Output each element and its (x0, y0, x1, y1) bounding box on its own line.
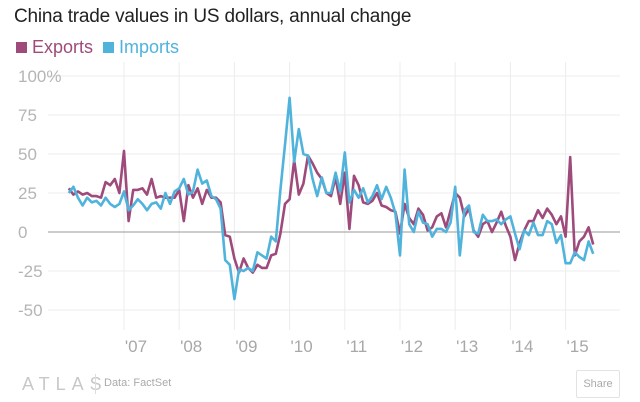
y-tick-label: 100% (18, 67, 61, 86)
y-tick-label: 25 (18, 184, 37, 203)
y-tick-label: 75 (18, 106, 37, 125)
y-tick-label: 50 (18, 145, 37, 164)
x-tick-label: '11 (346, 337, 367, 356)
y-tick-label: 0 (18, 223, 27, 242)
x-tick-label: '15 (567, 337, 589, 356)
y-tick-label: -50 (18, 301, 43, 320)
imports-swatch (103, 42, 115, 53)
chart-title: China trade values in US dollars, annual… (14, 6, 412, 27)
footer: ATLAS Data: FactSet Share (0, 366, 640, 402)
y-tick-label: -25 (18, 262, 43, 281)
series-line-imports (67, 96, 595, 301)
atlas-logo: ATLAS (22, 374, 108, 394)
exports-swatch (16, 42, 27, 53)
share-button[interactable]: Share (576, 370, 620, 398)
data-source: Data: FactSet (104, 377, 172, 389)
x-tick-label: '12 (401, 337, 423, 356)
x-tick-label: '09 (235, 337, 257, 356)
legend-label-imports: Imports (119, 37, 180, 57)
x-tick-label: '07 (125, 337, 147, 356)
x-tick-label: '14 (511, 337, 533, 356)
legend-item-exports[interactable]: Exports (16, 37, 93, 58)
legend-label-exports: Exports (32, 37, 94, 57)
footer-divider (95, 374, 96, 394)
x-tick-label: '10 (291, 337, 313, 356)
legend: Exports Imports (16, 37, 179, 58)
x-tick-label: '13 (456, 337, 478, 356)
series-line-exports (67, 149, 595, 274)
legend-item-imports[interactable]: Imports (103, 37, 179, 58)
x-tick-label: '08 (180, 337, 202, 356)
plot-area: '07 '08 '09 '10 '11 '12 '13 '14 '15 100% 75 50 25 0 -2… (18, 62, 620, 356)
